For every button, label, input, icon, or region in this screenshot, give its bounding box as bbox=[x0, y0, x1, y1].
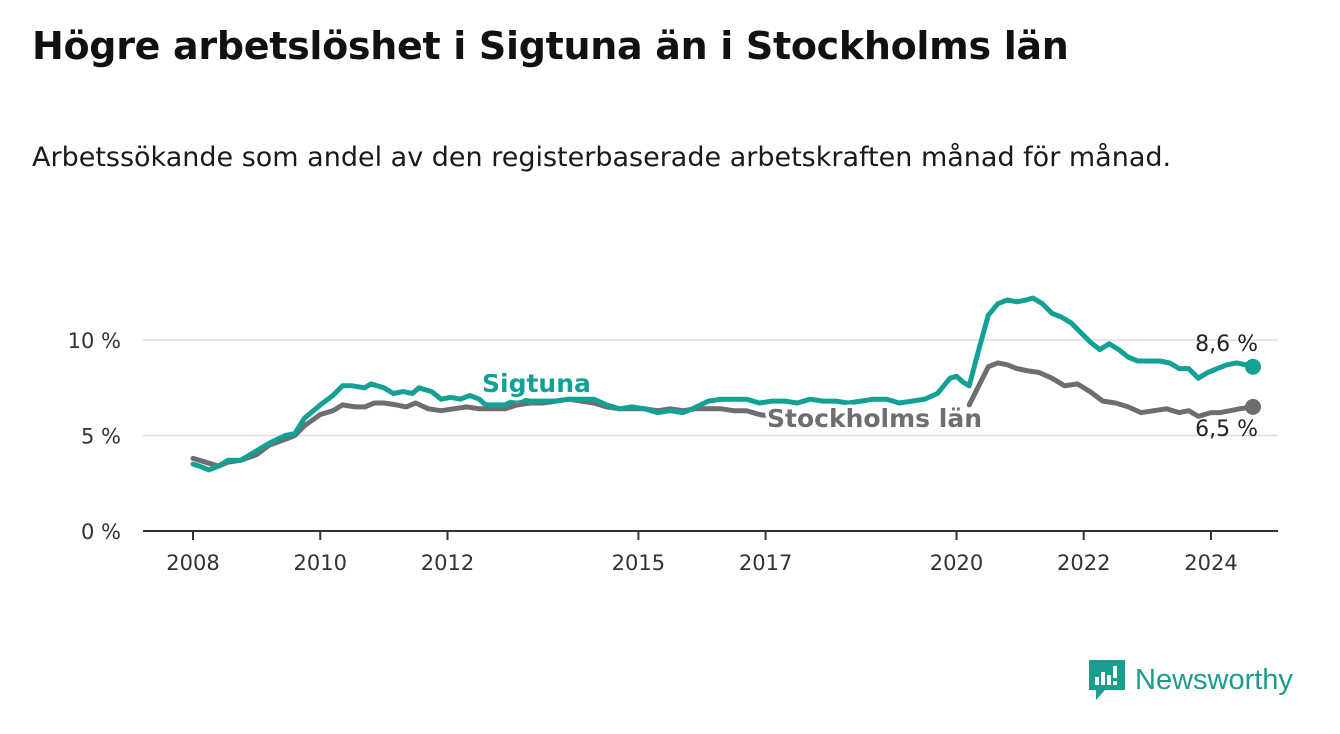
x-axis-ticks: 2008 2010 2012 2015 2017 2020 2022 2024 bbox=[166, 531, 1238, 575]
x-tick-label: 2020 bbox=[930, 551, 983, 575]
sigtuna-end-label: 8,6 % bbox=[1195, 332, 1258, 357]
series-labels: Sigtuna Stockholms län 8,6 % 6,5 % bbox=[479, 332, 1259, 442]
brand-name: Newsworthy bbox=[1135, 663, 1293, 696]
line-chart: 0 %5 %10 % 2008 2010 2012 2015 2017 2020 2022 2… bbox=[68, 295, 1278, 575]
x-tick-label: 2015 bbox=[612, 551, 665, 575]
stockholm-end-label: 6,5 % bbox=[1195, 417, 1258, 442]
x-tick-label: 2022 bbox=[1057, 551, 1110, 575]
series-lines bbox=[190, 295, 1261, 473]
newsworthy-brand[interactable]: Newsworthy bbox=[1089, 660, 1293, 700]
y-axis-tick-labels: 0 % 5 % 10 % bbox=[68, 329, 121, 544]
y-tick-label: 5 % bbox=[81, 425, 121, 449]
sigtuna-end-point bbox=[1244, 358, 1261, 375]
x-tick-label: 2017 bbox=[739, 551, 792, 575]
stockholm-end-point bbox=[1244, 398, 1261, 415]
chart-subtitle: Arbetssökande som andel av den registerb… bbox=[32, 142, 1172, 173]
series-line-stockholms-län-2020-2024- bbox=[966, 360, 1256, 419]
x-tick-label: 2012 bbox=[421, 551, 474, 575]
series-line-sigtuna bbox=[190, 295, 1256, 473]
x-tick-label: 2010 bbox=[294, 551, 347, 575]
chart-title: Högre arbetslöshet i Sigtuna än i Stockh… bbox=[32, 24, 1069, 68]
x-tick-label: 2024 bbox=[1184, 551, 1237, 575]
y-tick-label: 10 % bbox=[68, 329, 121, 353]
stockholm-series-label: Stockholms län bbox=[767, 404, 982, 433]
newsworthy-logo-icon bbox=[1089, 660, 1125, 700]
x-tick-label: 2008 bbox=[166, 551, 219, 575]
sigtuna-series-label: Sigtuna bbox=[482, 369, 591, 398]
y-tick-label: 0 % bbox=[81, 520, 121, 544]
